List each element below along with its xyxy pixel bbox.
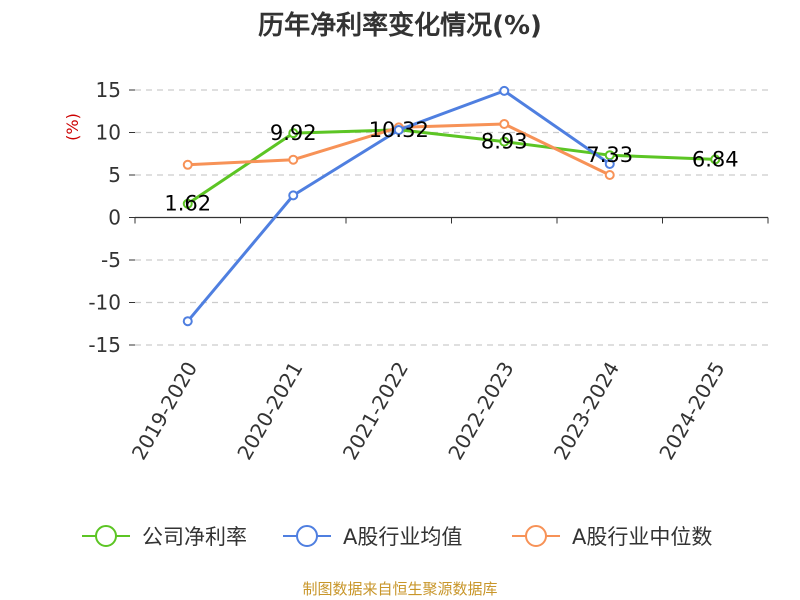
data-point <box>288 190 299 201</box>
data-point <box>710 154 721 165</box>
data-point <box>182 159 193 170</box>
data-label: 8.93 <box>481 130 528 154</box>
data-label: 10.32 <box>369 118 429 142</box>
chart-title: 历年净利率变化情况(%) <box>258 10 542 41</box>
data-point <box>499 119 510 129</box>
legend-marker <box>95 525 117 547</box>
data-labels: 1.62 9.92 10.32 8.93 7.33 6.84 <box>164 118 738 216</box>
x-tick-label: 2020-2021 <box>232 358 307 464</box>
data-point <box>499 136 510 147</box>
data-point <box>604 170 615 180</box>
series-line <box>186 128 716 205</box>
y-tick-label: -5 <box>101 248 121 272</box>
x-tick-label: 2022-2023 <box>443 358 518 464</box>
y-tick-label: 10 <box>96 121 121 145</box>
data-point <box>288 128 299 139</box>
data-point <box>393 124 404 135</box>
x-tick-label: 2021-2022 <box>338 358 413 464</box>
data-label: 7.33 <box>586 143 633 167</box>
data-label: 9.92 <box>270 121 317 145</box>
data-point <box>499 85 510 96</box>
data-point <box>288 154 299 165</box>
y-tick-label: 5 <box>108 163 121 187</box>
x-axis: 2019-2020 2020-2021 2021-2022 2022-2023 2023… <box>127 216 769 464</box>
x-tick-label: 2024-2025 <box>654 358 729 464</box>
y-tick-label: -15 <box>88 333 121 357</box>
data-label: 1.62 <box>164 192 211 216</box>
legend-label: A股行业中位数 <box>572 525 712 549</box>
y-tick-label: 0 <box>108 206 121 230</box>
series-lines <box>182 85 721 327</box>
data-point <box>182 316 193 327</box>
source-note: 制图数据来自恒生聚源数据库 <box>302 580 497 598</box>
y-axis-ticks: 15 10 5 0 -5 -10 -15 <box>88 78 135 357</box>
legend-label: 公司净利率 <box>142 525 247 549</box>
legend-marker <box>525 525 547 547</box>
legend-marker <box>296 525 318 547</box>
y-tick-label: -10 <box>88 291 121 315</box>
data-label: 6.84 <box>692 147 739 171</box>
data-point <box>604 158 615 169</box>
data-point <box>182 198 193 209</box>
x-tick-label: 2023-2024 <box>549 358 624 464</box>
legend: 公司净利率 A股行业均值 A股行业中位数 <box>82 525 712 549</box>
legend-label: A股行业均值 <box>343 525 462 549</box>
x-tick-label: 2019-2020 <box>127 358 202 464</box>
y-tick-label: 15 <box>96 78 121 102</box>
y-axis-label: (%) <box>63 113 82 141</box>
